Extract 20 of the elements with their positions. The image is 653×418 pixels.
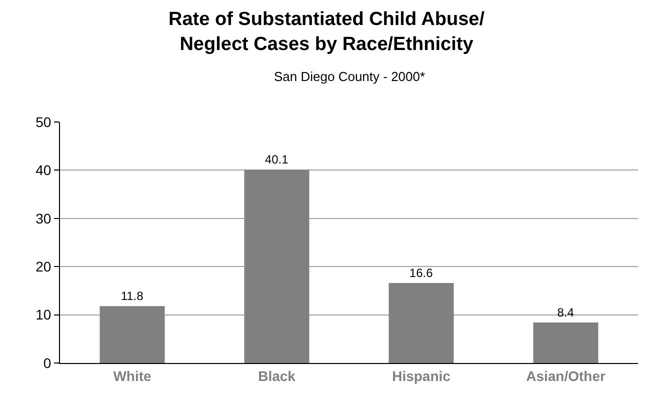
y-tick-label: 10	[36, 306, 52, 323]
data-label: 40.1	[264, 152, 289, 167]
data-label: 11.8	[120, 289, 144, 304]
chart-title: Rate of Substantiated Child Abuse/ Neglect Cases by Race/Ethnicity	[168, 9, 486, 55]
x-tick-label: Asian/Other	[526, 368, 606, 384]
y-tick-label: 50	[36, 114, 52, 130]
bar	[244, 170, 310, 363]
x-tick-label: White	[113, 368, 152, 384]
bar	[100, 306, 165, 363]
data-label: 8.4	[557, 306, 574, 320]
y-tick-label: 20	[36, 258, 52, 274]
bar	[388, 282, 454, 363]
y-tick-label: 0	[43, 354, 52, 371]
y-tick-label: 30	[36, 210, 52, 226]
x-tick-label: Black	[258, 368, 296, 384]
chart-subtitle: San Diego County - 2000*	[274, 69, 426, 84]
x-tick-label: Hispanic	[392, 368, 451, 384]
bar	[533, 322, 598, 363]
data-label: 16.6	[409, 266, 434, 280]
y-tick-label: 40	[36, 162, 52, 178]
